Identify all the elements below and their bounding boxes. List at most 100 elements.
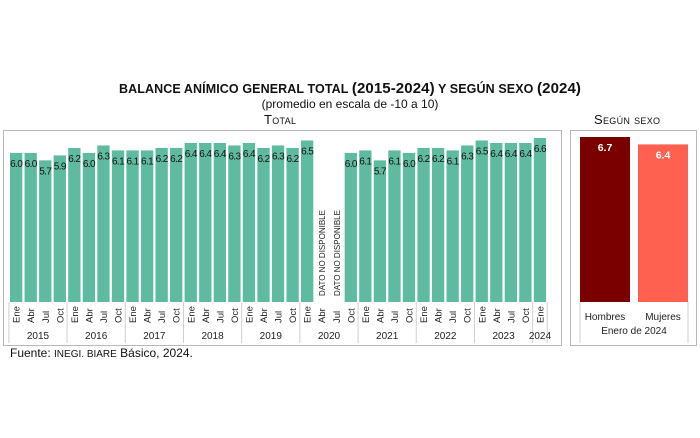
total-bar [417, 147, 430, 302]
total-bar [271, 145, 285, 302]
total-bar [155, 147, 168, 302]
total-bar-label: 6.4 [199, 149, 212, 160]
month-tick-label: Oct [55, 308, 66, 323]
total-bar [242, 142, 256, 302]
total-bar [68, 147, 81, 302]
source-prefix: Fuente: [10, 346, 55, 360]
chart-title: BALANCE ANÍMICO GENERAL TOTAL (2015-2024… [0, 80, 700, 97]
total-section-title: Total [264, 112, 297, 127]
total-bar-label: 6.4 [214, 149, 227, 160]
sex-chart: 6.7 Hombres 6.4 Mujeres Enero de 2024 [579, 137, 689, 343]
month-tick-label: Abr [84, 308, 95, 323]
total-bar-label: 5.7 [374, 166, 387, 177]
sex-bar-hombres [580, 137, 630, 302]
sex-category-label: Mujeres [645, 312, 681, 323]
total-bar-label: 6.6 [534, 144, 547, 155]
total-bar-label: 6.4 [519, 149, 532, 160]
sex-bar-label: 6.4 [656, 149, 671, 161]
total-bar [344, 152, 357, 302]
total-bar [504, 142, 517, 302]
total-bar [53, 155, 66, 302]
month-tick-label: Ene [70, 306, 81, 323]
year-tick-label: 2022 [434, 331, 457, 342]
total-bar [199, 142, 212, 302]
total-bar [286, 147, 299, 302]
total-bar-label: 6.3 [272, 151, 285, 162]
total-bar-label: 6.5 [301, 146, 314, 157]
sex-bar-label: 6.7 [598, 142, 613, 154]
total-bar [533, 138, 547, 302]
month-tick-label: Jul [157, 311, 168, 323]
month-tick-label: Abr [143, 308, 154, 323]
month-tick-label: Ene [303, 306, 314, 323]
month-tick-label: Jul [41, 311, 52, 323]
sex-xlabel: Enero de 2024 [601, 326, 667, 337]
total-bar [461, 145, 474, 302]
title-part2: (2015-2024) [351, 80, 435, 97]
total-bar-label: 5.9 [54, 161, 67, 172]
total-bar-label: 6.4 [505, 149, 518, 160]
source-suffix: Básico, 2024. [116, 346, 193, 360]
month-tick-label: Jul [99, 311, 110, 323]
month-tick-label: Abr [375, 308, 386, 323]
month-tick-label: Jul [274, 311, 285, 323]
total-bar [24, 152, 37, 302]
total-bar [446, 150, 459, 302]
year-tick-label: 2021 [376, 331, 399, 342]
month-tick-label: Oct [405, 308, 416, 323]
total-bar-label: 6.2 [432, 154, 445, 165]
month-tick-label: Oct [346, 308, 357, 323]
total-bar [475, 140, 488, 302]
month-tick-label: Oct [521, 308, 532, 323]
month-tick-label: Ene [535, 306, 546, 323]
total-bar-label: 6.1 [359, 156, 372, 167]
total-bar-label: 6.5 [476, 146, 489, 157]
total-bar-label: 6.4 [243, 149, 256, 160]
source-org: INEGI. BIARE [54, 349, 117, 360]
month-tick-label: Ene [128, 306, 139, 323]
total-bar [39, 160, 52, 302]
total-bar [402, 152, 416, 302]
total-bar [82, 152, 96, 302]
chart-subtitle: (promedio en escala de -10 a 10) [261, 97, 439, 111]
total-bar-label: 6.0 [83, 159, 96, 170]
year-tick-label: 2018 [201, 331, 224, 342]
total-bar-label: 6.1 [112, 156, 125, 167]
title-part1: BALANCE ANÍMICO GENERAL TOTAL [118, 82, 352, 96]
sex-chart-frame: 6.7 Hombres 6.4 Mujeres Enero de 2024 [570, 130, 697, 346]
month-tick-label: Ene [419, 306, 430, 323]
total-bar [373, 160, 387, 302]
month-tick-label: Ene [186, 306, 197, 323]
year-tick-label: 2017 [143, 331, 166, 342]
total-bar [490, 142, 503, 302]
sex-bar-mujeres [638, 144, 688, 302]
year-tick-label: 2020 [318, 331, 341, 342]
year-tick-label: 2023 [492, 331, 515, 342]
month-tick-label: Oct [463, 308, 474, 323]
total-bar [213, 142, 226, 302]
total-bar [388, 150, 401, 302]
month-tick-label: Jul [448, 311, 459, 323]
unavailable-label: DATO NO DISPONIBLE [333, 210, 342, 296]
total-bar-label: 6.2 [170, 154, 183, 165]
total-chart: 6.0 Ene 6.0 Abr 5.7 Jul 5.9 Oct 6.2 Ene 6.0 Abr 6.3 J… [8, 138, 552, 343]
total-bar [140, 150, 154, 302]
total-bar-label: 6.0 [25, 159, 38, 170]
total-bar-label: 6.0 [403, 159, 416, 170]
total-bar [519, 142, 532, 302]
total-chart-frame: 6.0 Ene 6.0 Abr 5.7 Jul 5.9 Oct 6.2 Ene 6.0 Abr 6.3 J… [3, 130, 562, 346]
month-tick-label: Jul [390, 311, 401, 323]
month-tick-label: Abr [26, 308, 37, 323]
month-tick-label: Abr [434, 308, 445, 323]
month-tick-label: Abr [259, 308, 270, 323]
total-bar [184, 142, 197, 302]
month-tick-label: Abr [492, 308, 503, 323]
total-bar-label: 6.1 [447, 156, 460, 167]
total-bar [111, 150, 125, 302]
total-bar-label: 6.2 [257, 154, 270, 165]
total-bar [431, 147, 445, 302]
total-bar-label: 5.7 [39, 166, 52, 177]
total-bar [228, 145, 241, 302]
year-tick-label: 2019 [260, 331, 283, 342]
total-bar-label: 6.1 [388, 156, 401, 167]
